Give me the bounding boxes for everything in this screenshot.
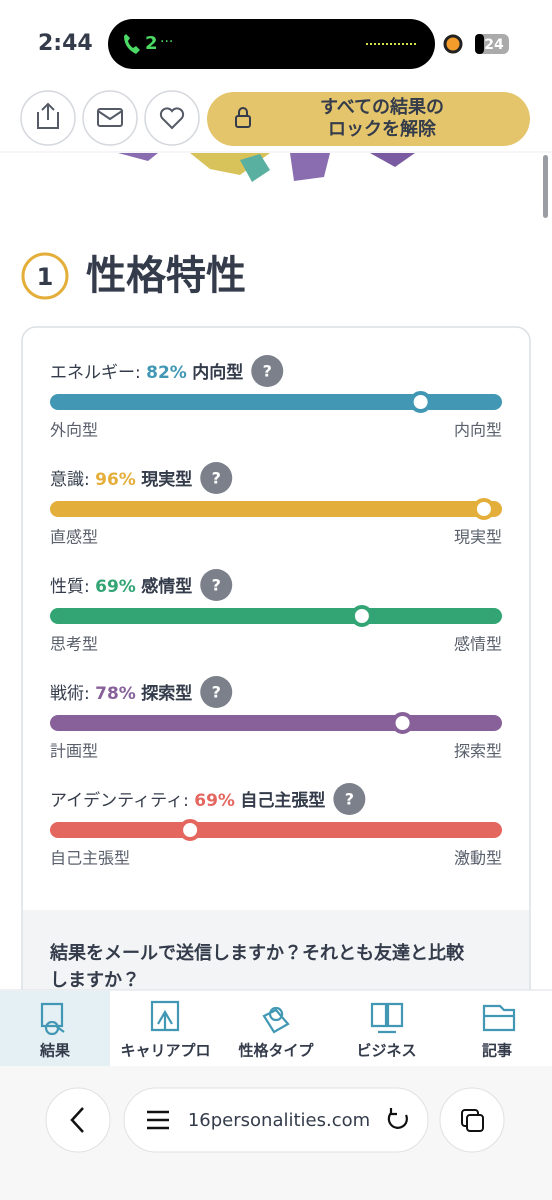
trait-knob bbox=[179, 819, 202, 841]
call-icon bbox=[124, 34, 140, 54]
trait-label: アイデンティティ: 69% 自己主張型 bbox=[50, 790, 325, 811]
tab-icon bbox=[370, 1002, 404, 1034]
tab-label[interactable]: 性格タイプ bbox=[238, 1042, 314, 1060]
help-button[interactable] bbox=[251, 355, 284, 387]
status-time: 2:44 bbox=[38, 31, 93, 56]
trait-left-pole: 計画型 bbox=[50, 742, 98, 761]
trait-type: 感情型 bbox=[140, 576, 192, 597]
trait-name: 戦術: bbox=[50, 684, 90, 704]
trait-label: 性質: 69% 感情型 bbox=[50, 576, 192, 597]
unlock-line-1: すべての結果の bbox=[320, 96, 444, 118]
trait-knob bbox=[409, 391, 432, 413]
share-prompt-line-2: しますか？ bbox=[50, 970, 140, 991]
trait-bar bbox=[50, 822, 502, 838]
header-icons bbox=[37, 102, 185, 130]
trait-percent: 82% bbox=[146, 363, 187, 383]
tab-label[interactable]: キャリアプロ bbox=[120, 1042, 210, 1060]
help-icon: ? bbox=[212, 683, 221, 702]
back-button[interactable] bbox=[45, 1087, 111, 1153]
mic-indicator bbox=[443, 34, 463, 54]
trait-percent: 78% bbox=[95, 684, 136, 704]
trait-left-pole: 自己主張型 bbox=[50, 849, 130, 868]
help-button[interactable] bbox=[200, 676, 233, 708]
address-bar[interactable] bbox=[123, 1087, 429, 1153]
trait-percent: 69% bbox=[95, 577, 136, 597]
tab-list: 結果 キャリアプロ 性格タイプ ビジネス 記事 bbox=[39, 1000, 516, 1060]
trait-knob bbox=[391, 712, 414, 734]
trait-name: アイデンティティ: bbox=[50, 790, 189, 811]
compare-button[interactable] bbox=[144, 90, 200, 146]
tab-icon bbox=[40, 1002, 65, 1036]
trait-bar bbox=[50, 501, 502, 517]
call-count: 2 bbox=[145, 33, 158, 54]
dynamic-island bbox=[108, 19, 435, 69]
trait-knob bbox=[350, 605, 373, 627]
trait-label: エネルギー: 82% 内向型 bbox=[50, 362, 243, 383]
back-icon bbox=[70, 1107, 84, 1133]
trait-left-pole: 思考型 bbox=[50, 635, 98, 654]
help-button[interactable] bbox=[200, 569, 233, 601]
trait-right-pole: 探索型 bbox=[454, 742, 502, 761]
unlock-button[interactable] bbox=[207, 92, 530, 146]
tab-icon bbox=[150, 1000, 180, 1032]
section-title: 性格特性 bbox=[86, 253, 246, 299]
help-icon: ? bbox=[212, 576, 221, 595]
trait-right-pole: 内向型 bbox=[454, 421, 502, 440]
trait-right-pole: 感情型 bbox=[454, 635, 502, 654]
battery-text: 24 bbox=[484, 37, 504, 53]
trait-percent: 69% bbox=[194, 791, 235, 811]
help-button[interactable] bbox=[333, 783, 366, 815]
tab-icon bbox=[262, 1006, 290, 1034]
trait-left-pole: 外向型 bbox=[50, 421, 98, 440]
tab-label[interactable]: 記事 bbox=[482, 1042, 512, 1060]
help-icon: ? bbox=[212, 469, 221, 488]
trait-percent: 96% bbox=[95, 470, 136, 490]
trait-type: 自己主張型 bbox=[240, 790, 325, 811]
section-number: 1 bbox=[37, 263, 54, 291]
trait-right-pole: 現実型 bbox=[454, 528, 502, 547]
lock-icon bbox=[235, 115, 251, 128]
tab-label[interactable]: ビジネス bbox=[356, 1042, 416, 1060]
illustration bbox=[118, 153, 415, 182]
trait-bar bbox=[50, 608, 502, 624]
help-icon: ? bbox=[345, 790, 354, 809]
trait-type: 現実型 bbox=[141, 469, 192, 490]
trait-type: 内向型 bbox=[192, 362, 243, 383]
trait-bar bbox=[50, 715, 502, 731]
trait-label: 戦術: 78% 探索型 bbox=[50, 683, 192, 704]
call-dots: ··· bbox=[160, 34, 173, 50]
reload-icon[interactable] bbox=[387, 1108, 408, 1129]
battery-level bbox=[475, 34, 484, 54]
tab-icon bbox=[482, 1004, 516, 1032]
section-number-badge bbox=[21, 252, 69, 300]
help-icon: ? bbox=[263, 362, 272, 381]
trait-name: エネルギー: bbox=[50, 363, 141, 383]
unlock-line-2: ロックを解除 bbox=[328, 118, 437, 140]
url: 16personalities.com bbox=[188, 1110, 370, 1131]
trait-label: 意識: 96% 現実型 bbox=[50, 469, 192, 490]
trait-bar bbox=[50, 394, 502, 410]
menu-icon bbox=[147, 1110, 169, 1130]
trait-type: 探索型 bbox=[141, 683, 192, 704]
trait-name: 性質: bbox=[50, 577, 90, 597]
trait-left-pole: 直感型 bbox=[50, 528, 98, 547]
scrollbar bbox=[543, 155, 548, 218]
help-button[interactable] bbox=[200, 462, 233, 494]
trait-knob bbox=[472, 498, 495, 520]
share-prompt-line-1: 結果をメールで送信しますか？それとも友達と比較 bbox=[49, 942, 465, 964]
trait-right-pole: 激動型 bbox=[454, 849, 502, 868]
tab-label[interactable]: 結果 bbox=[39, 1042, 71, 1060]
lock-shackle bbox=[238, 107, 248, 116]
tabs-icon-front bbox=[466, 1114, 484, 1132]
trait-name: 意識: bbox=[50, 470, 90, 490]
